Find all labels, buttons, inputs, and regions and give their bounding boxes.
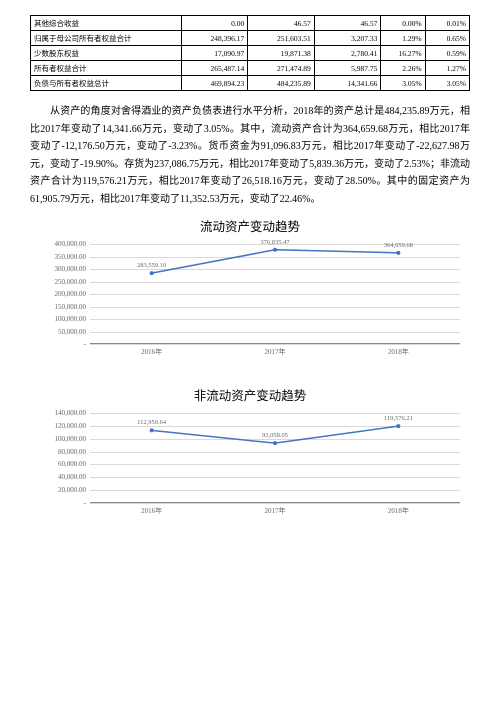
row-label: 少数股东权益 xyxy=(31,46,182,61)
y-axis-label: 60,000.00 xyxy=(58,460,86,468)
x-axis-label: 2018年 xyxy=(388,506,409,516)
row-label: 归属于母公司所有者权益合计 xyxy=(31,31,182,46)
y-axis-label: 50,000.00 xyxy=(58,328,86,336)
data-point-label: 283,559.10 xyxy=(137,262,166,269)
row-value: 0.01% xyxy=(425,16,469,31)
row-value: 265,487.14 xyxy=(181,61,248,76)
row-value: 17,090.97 xyxy=(181,46,248,61)
y-axis-label: 80,000.00 xyxy=(58,448,86,456)
row-label: 所有者权益合计 xyxy=(31,61,182,76)
data-point-label: 119,576.21 xyxy=(384,415,413,422)
equity-table: 其他综合收益0.0046.5746.570.00%0.01%归属于母公司所有者权… xyxy=(30,15,470,91)
y-axis-label: - xyxy=(84,340,86,348)
chart2-wrap: 非流动资产变动趋势 - 20,000.00 40,000.00 60,000.00 80… xyxy=(30,385,470,528)
data-point-label: 376,835.47 xyxy=(260,239,289,246)
row-value: 3.05% xyxy=(425,76,469,91)
y-axis-label: 150,000.00 xyxy=(55,303,87,311)
row-value: 1.27% xyxy=(425,61,469,76)
table-row: 所有者权益合计265,487.14271,474.895,987.752.26%… xyxy=(31,61,470,76)
row-value: 248,396.17 xyxy=(181,31,248,46)
data-point-label: 364,659.68 xyxy=(384,242,413,249)
analysis-paragraph: 从资产的角度对舍得酒业的资产负债表进行水平分析，2018年的资产总计是484,2… xyxy=(30,103,470,208)
row-value: 14,341.66 xyxy=(314,76,381,91)
x-axis-label: 2017年 xyxy=(265,347,286,357)
chart2-title: 非流动资产变动趋势 xyxy=(30,385,470,404)
chart2: - 20,000.00 40,000.00 60,000.00 80,000.00 100… xyxy=(30,408,470,528)
y-axis-label: 200,000.00 xyxy=(55,290,87,298)
row-value: 16.27% xyxy=(381,46,425,61)
row-label: 负债与所有者权益总计 xyxy=(31,76,182,91)
y-axis-label: 140,000.00 xyxy=(55,409,87,417)
row-value: 484,235.89 xyxy=(248,76,315,91)
data-point-label: 93,058.05 xyxy=(262,432,288,439)
row-value: 5,987.75 xyxy=(314,61,381,76)
row-value: 2,780.41 xyxy=(314,46,381,61)
row-value: 0.00% xyxy=(381,16,425,31)
row-value: 46.57 xyxy=(314,16,381,31)
y-axis-label: 250,000.00 xyxy=(55,278,87,286)
chart1: - 50,000.00 100,000.00 150,000.00 200,000.00… xyxy=(30,239,470,369)
row-value: 0.65% xyxy=(425,31,469,46)
row-value: 251,603.51 xyxy=(248,31,315,46)
x-axis-label: 2016年 xyxy=(141,506,162,516)
row-value: 46.57 xyxy=(248,16,315,31)
row-value: 0.00 xyxy=(181,16,248,31)
table-row: 少数股东权益17,090.9719,871.382,780.4116.27%0.… xyxy=(31,46,470,61)
row-label: 其他综合收益 xyxy=(31,16,182,31)
row-value: 2.26% xyxy=(381,61,425,76)
row-value: 3.05% xyxy=(381,76,425,91)
row-value: 469,894.23 xyxy=(181,76,248,91)
y-axis-label: - xyxy=(84,499,86,507)
row-value: 19,871.38 xyxy=(248,46,315,61)
row-value: 271,474.89 xyxy=(248,61,315,76)
x-axis-label: 2016年 xyxy=(141,347,162,357)
row-value: 0.59% xyxy=(425,46,469,61)
y-axis-label: 120,000.00 xyxy=(55,422,87,430)
x-axis-label: 2018年 xyxy=(388,347,409,357)
y-axis-label: 20,000.00 xyxy=(58,486,86,494)
table-row: 负债与所有者权益总计469,894.23484,235.8914,341.663… xyxy=(31,76,470,91)
row-value: 1.29% xyxy=(381,31,425,46)
y-axis-label: 100,000.00 xyxy=(55,315,87,323)
table-row: 其他综合收益0.0046.5746.570.00%0.01% xyxy=(31,16,470,31)
x-axis-label: 2017年 xyxy=(265,506,286,516)
data-point-label: 112,950.64 xyxy=(137,419,166,426)
row-value: 3,207.33 xyxy=(314,31,381,46)
chart1-title: 流动资产变动趋势 xyxy=(30,216,470,235)
chart1-wrap: 流动资产变动趋势 - 50,000.00 100,000.00 150,000.00 2… xyxy=(30,216,470,369)
table-row: 归属于母公司所有者权益合计248,396.17251,603.513,207.3… xyxy=(31,31,470,46)
y-axis-label: 100,000.00 xyxy=(55,435,87,443)
y-axis-label: 400,000.00 xyxy=(55,240,87,248)
y-axis-label: 350,000.00 xyxy=(55,253,87,261)
y-axis-label: 300,000.00 xyxy=(55,265,87,273)
y-axis-label: 40,000.00 xyxy=(58,473,86,481)
